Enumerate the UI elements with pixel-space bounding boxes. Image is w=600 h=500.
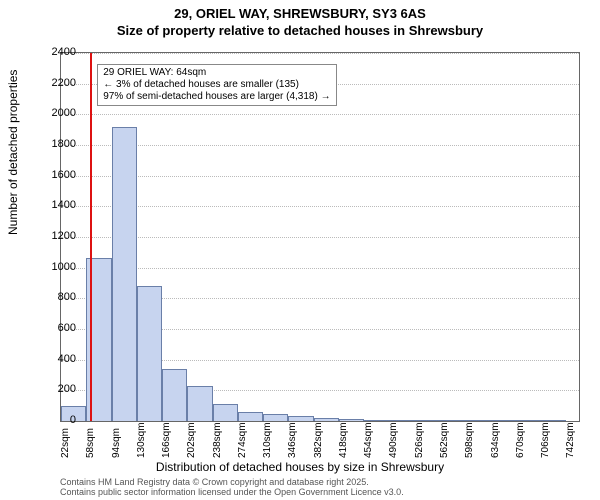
histogram-plot-area: 29 ORIEL WAY: 64sqm← 3% of detached hous… xyxy=(60,52,580,422)
x-tick-label: 706sqm xyxy=(540,422,551,458)
subject-property-marker xyxy=(90,53,92,421)
histogram-bar xyxy=(440,420,465,421)
y-tick-label: 0 xyxy=(36,414,76,426)
gridline xyxy=(61,114,579,115)
x-tick-label: 274sqm xyxy=(237,422,248,458)
chart-title-block: 29, ORIEL WAY, SHREWSBURY, SY3 6AS Size … xyxy=(0,0,600,40)
gridline xyxy=(61,176,579,177)
x-tick-label: 418sqm xyxy=(338,422,349,458)
gridline xyxy=(61,206,579,207)
x-tick-label: 22sqm xyxy=(60,428,71,458)
y-tick-label: 1800 xyxy=(36,138,76,150)
x-tick-label: 670sqm xyxy=(515,422,526,458)
x-tick-label: 202sqm xyxy=(186,422,197,458)
y-tick-label: 2200 xyxy=(36,77,76,89)
y-tick-label: 1200 xyxy=(36,230,76,242)
y-tick-label: 1600 xyxy=(36,169,76,181)
y-tick-label: 600 xyxy=(36,322,76,334)
y-tick-label: 2400 xyxy=(36,46,76,58)
x-tick-label: 238sqm xyxy=(212,422,223,458)
histogram-bar xyxy=(415,420,440,421)
gridline xyxy=(61,145,579,146)
x-tick-label: 526sqm xyxy=(414,422,425,458)
x-tick-label: 310sqm xyxy=(262,422,273,458)
histogram-bar xyxy=(516,420,541,421)
attribution-footer: Contains HM Land Registry data © Crown c… xyxy=(60,478,404,498)
x-tick-label: 742sqm xyxy=(565,422,576,458)
x-tick-label: 382sqm xyxy=(313,422,324,458)
histogram-bar xyxy=(238,412,263,421)
histogram-bar xyxy=(263,414,288,421)
gridline xyxy=(61,237,579,238)
x-tick-label: 634sqm xyxy=(490,422,501,458)
x-tick-label: 130sqm xyxy=(136,422,147,458)
annotation-line: 29 ORIEL WAY: 64sqm xyxy=(103,67,330,79)
y-tick-label: 1000 xyxy=(36,261,76,273)
x-tick-label: 454sqm xyxy=(363,422,374,458)
histogram-bar xyxy=(364,420,389,421)
x-tick-label: 166sqm xyxy=(161,422,172,458)
histogram-bar xyxy=(389,420,414,421)
histogram-bar xyxy=(339,419,364,421)
y-axis-label: Number of detached properties xyxy=(6,70,20,235)
histogram-bar xyxy=(213,404,238,421)
histogram-bar xyxy=(541,420,566,421)
chart-title-line2: Size of property relative to detached ho… xyxy=(0,23,600,40)
x-tick-label: 346sqm xyxy=(287,422,298,458)
gridline xyxy=(61,268,579,269)
y-tick-label: 2000 xyxy=(36,107,76,119)
x-tick-label: 562sqm xyxy=(439,422,450,458)
chart-title-line1: 29, ORIEL WAY, SHREWSBURY, SY3 6AS xyxy=(0,6,600,23)
annotation-line: ← 3% of detached houses are smaller (135… xyxy=(103,79,330,91)
footer-line2: Contains public sector information licen… xyxy=(60,488,404,498)
x-tick-label: 598sqm xyxy=(464,422,475,458)
x-axis-label: Distribution of detached houses by size … xyxy=(0,460,600,474)
histogram-bar xyxy=(465,420,490,421)
histogram-bar xyxy=(137,286,162,421)
histogram-bar xyxy=(162,369,187,421)
histogram-bar xyxy=(491,420,516,421)
y-tick-label: 1400 xyxy=(36,199,76,211)
x-tick-label: 94sqm xyxy=(111,428,122,458)
histogram-bar xyxy=(187,386,212,421)
y-tick-label: 400 xyxy=(36,353,76,365)
y-tick-label: 800 xyxy=(36,291,76,303)
x-tick-label: 58sqm xyxy=(85,428,96,458)
histogram-bar xyxy=(112,127,137,421)
gridline xyxy=(61,53,579,54)
annotation-box: 29 ORIEL WAY: 64sqm← 3% of detached hous… xyxy=(97,64,336,106)
x-tick-label: 490sqm xyxy=(388,422,399,458)
histogram-bar xyxy=(314,418,339,421)
histogram-bar xyxy=(288,416,313,421)
y-tick-label: 200 xyxy=(36,383,76,395)
annotation-line: 97% of semi-detached houses are larger (… xyxy=(103,91,330,103)
